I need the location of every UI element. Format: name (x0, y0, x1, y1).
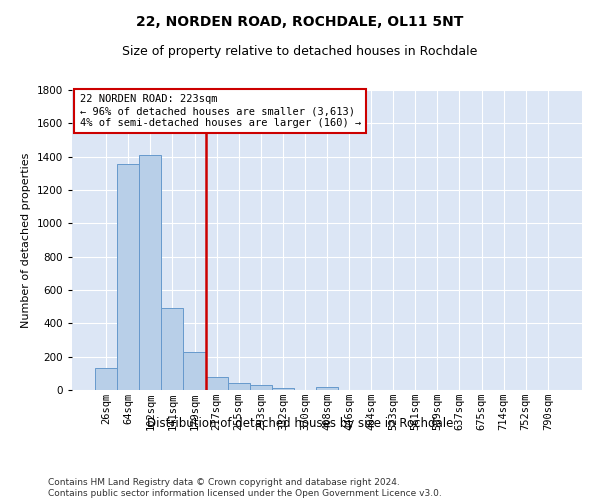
Text: Contains HM Land Registry data © Crown copyright and database right 2024.
Contai: Contains HM Land Registry data © Crown c… (48, 478, 442, 498)
Text: 22 NORDEN ROAD: 223sqm
← 96% of detached houses are smaller (3,613)
4% of semi-d: 22 NORDEN ROAD: 223sqm ← 96% of detached… (80, 94, 361, 128)
Text: Size of property relative to detached houses in Rochdale: Size of property relative to detached ho… (122, 45, 478, 58)
Bar (95, 368, 117, 390)
Bar (206, 377, 227, 390)
Bar (184, 352, 206, 390)
Bar (250, 386, 272, 390)
Y-axis label: Number of detached properties: Number of detached properties (21, 152, 31, 328)
Bar (139, 155, 161, 390)
Bar (316, 386, 338, 390)
Text: 22, NORDEN ROAD, ROCHDALE, OL11 5NT: 22, NORDEN ROAD, ROCHDALE, OL11 5NT (136, 15, 464, 29)
Bar (161, 308, 184, 390)
Bar (117, 164, 139, 390)
Text: Distribution of detached houses by size in Rochdale: Distribution of detached houses by size … (147, 418, 453, 430)
Bar (272, 388, 294, 390)
Bar (227, 382, 250, 390)
